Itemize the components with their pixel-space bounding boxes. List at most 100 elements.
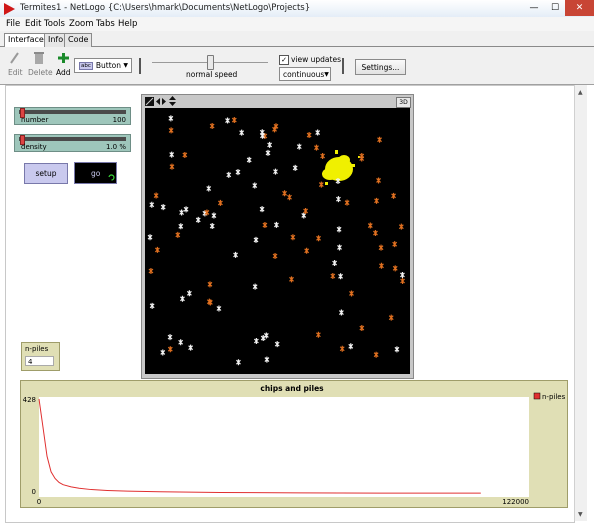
slider-value: 1.0 % xyxy=(105,143,126,151)
termite-carrying-chip xyxy=(303,207,309,214)
termite-carrying-chip xyxy=(392,265,398,272)
y-min-label: 0 xyxy=(32,488,36,496)
minimize-button[interactable]: — xyxy=(529,3,539,13)
edit-tool[interactable] xyxy=(8,51,22,67)
termite xyxy=(186,290,192,297)
termite xyxy=(226,171,232,178)
menu-edit[interactable]: Edit xyxy=(25,19,42,29)
termite-carrying-chip xyxy=(377,136,382,143)
legend-swatch xyxy=(533,392,541,400)
widget-type-select[interactable]: abc Button ▼ xyxy=(74,58,132,73)
termite-carrying-chip xyxy=(314,144,319,151)
close-button[interactable]: ✕ xyxy=(565,0,594,16)
menu-tools[interactable]: Tools xyxy=(44,19,65,29)
slider-handle[interactable] xyxy=(20,135,25,145)
view-updates-checkbox[interactable]: ✓ xyxy=(279,55,289,65)
termite xyxy=(337,244,342,251)
menu-zoom[interactable]: Zoom xyxy=(69,19,94,29)
x-min-label: 0 xyxy=(37,498,41,506)
y-max-label: 428 xyxy=(23,396,36,404)
window-title: Termites1 - NetLogo {C:\Users\hmark\Docu… xyxy=(20,3,311,13)
termite-carrying-chip xyxy=(204,209,210,216)
termite-carrying-chip xyxy=(344,199,350,206)
speed-slider-thumb[interactable] xyxy=(207,55,214,70)
delete-tool[interactable] xyxy=(33,51,45,67)
trash-icon xyxy=(34,52,44,64)
slider-label: density xyxy=(21,143,47,151)
menu-help[interactable]: Help xyxy=(118,19,138,29)
termite xyxy=(265,149,271,156)
termite xyxy=(239,129,245,136)
vertical-scrollbar[interactable]: ▲ ▼ xyxy=(574,85,587,521)
go-button-label: go xyxy=(91,169,101,178)
title-bar: Termites1 - NetLogo {C:\Users\hmark\Docu… xyxy=(0,0,594,18)
add-label: Add xyxy=(56,68,71,77)
termite-carrying-chip xyxy=(379,262,384,269)
termite-carrying-chip xyxy=(169,163,175,170)
termite-carrying-chip xyxy=(367,222,373,229)
density-slider[interactable]: density 1.0 % xyxy=(14,134,131,152)
settings-button[interactable]: Settings... xyxy=(355,59,406,75)
termite-carrying-chip xyxy=(207,281,213,288)
termite xyxy=(168,115,174,122)
menu-file[interactable]: File xyxy=(6,19,21,29)
termite-carrying-chip xyxy=(153,192,159,199)
termite xyxy=(180,295,185,302)
termite xyxy=(149,302,155,309)
termite-carrying-chip xyxy=(168,127,174,134)
termite xyxy=(338,309,344,316)
termite-carrying-chip xyxy=(272,126,277,133)
termite xyxy=(179,209,185,216)
menu-tabs[interactable]: Tabs xyxy=(96,19,115,29)
tab-interface[interactable]: Interface xyxy=(4,33,48,48)
maximize-button[interactable]: ☐ xyxy=(550,3,560,13)
termite-carrying-chip xyxy=(304,247,310,254)
termite xyxy=(335,178,341,185)
chevron-down-icon: ▼ xyxy=(324,70,329,78)
termite xyxy=(178,223,184,230)
update-mode-select[interactable]: continuous ▼ xyxy=(279,67,331,81)
termite-carrying-chip xyxy=(175,231,181,238)
termite xyxy=(336,226,342,233)
termite-carrying-chip xyxy=(282,190,287,197)
slider-handle[interactable] xyxy=(20,108,25,118)
monitor-label: n-piles xyxy=(25,345,49,353)
vertical-arrows-icon[interactable] xyxy=(168,96,177,106)
x-max-label: 122000 xyxy=(502,498,529,506)
termite xyxy=(335,196,341,203)
termite xyxy=(273,221,279,228)
termite-carrying-chip xyxy=(359,325,365,332)
pencil-icon xyxy=(10,52,19,64)
slider-label: number xyxy=(21,116,49,124)
menu-bar: File Edit Tools Zoom Tabs Help xyxy=(0,17,594,31)
termite xyxy=(267,141,273,148)
horizontal-arrows-icon[interactable] xyxy=(156,97,166,106)
termite xyxy=(273,168,278,175)
termite-carrying-chip xyxy=(318,181,324,188)
scroll-up-icon[interactable]: ▲ xyxy=(578,89,583,96)
go-button[interactable]: go xyxy=(74,162,117,184)
termite xyxy=(263,332,269,339)
legend-label: n-piles xyxy=(542,393,566,401)
termite xyxy=(260,335,266,342)
plot-legend: n-piles xyxy=(533,392,566,401)
3d-button[interactable]: 3D xyxy=(396,97,411,108)
chevron-down-icon: ▼ xyxy=(123,62,128,69)
termites xyxy=(147,115,405,366)
termite xyxy=(183,206,189,213)
slider-track xyxy=(19,110,126,114)
world-canvas[interactable] xyxy=(145,108,410,374)
scroll-down-icon[interactable]: ▼ xyxy=(578,511,583,518)
termite xyxy=(233,251,239,258)
termite xyxy=(169,151,175,158)
termite-carrying-chip xyxy=(272,253,278,260)
number-slider[interactable]: number 100 xyxy=(14,107,131,125)
add-tool[interactable] xyxy=(57,51,69,67)
setup-button[interactable]: setup xyxy=(24,163,68,184)
termite-carrying-chip xyxy=(306,132,312,139)
termite xyxy=(246,156,252,163)
plot-area xyxy=(39,397,529,497)
tab-code[interactable]: Code xyxy=(64,33,93,47)
view-size-icon[interactable] xyxy=(145,97,154,106)
termite xyxy=(274,341,280,348)
